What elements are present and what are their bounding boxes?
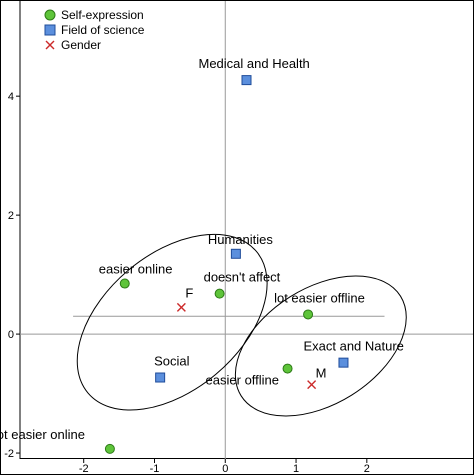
- point-self-expression: [303, 309, 314, 320]
- point-self-expression: [214, 288, 225, 299]
- legend-marker-x: [45, 40, 55, 50]
- point-label: M: [316, 366, 327, 381]
- point-label: Exact and Nature: [303, 339, 403, 354]
- point-field-of-science: [241, 75, 252, 86]
- point-field-of-science: [338, 357, 349, 368]
- axes-layer: -2 -1 0 1 2 -2 0 2 4: [4, 1, 473, 475]
- point-label: F: [185, 285, 193, 300]
- legend-marker-square: [44, 24, 56, 36]
- point-gender: [176, 302, 186, 312]
- x-tick-label: -2: [79, 463, 89, 475]
- legend-label: Gender: [61, 38, 101, 52]
- legend-label: Field of science: [61, 23, 145, 37]
- point-label: Social: [154, 354, 190, 369]
- x-tick-label: 0: [222, 463, 228, 475]
- y-tick-label: 4: [8, 91, 14, 103]
- point-label: doesn't affect: [204, 270, 281, 285]
- x-tick-label: 2: [364, 463, 370, 475]
- point-self-expression: [119, 278, 130, 289]
- marks-layer: easier online doesn't affect lot easier of…: [0, 56, 404, 454]
- x-tick-label: -1: [150, 463, 160, 475]
- point-gender-stroke: [176, 302, 186, 312]
- point-gender-stroke: [307, 380, 317, 390]
- legend-label: Self-expression: [61, 8, 144, 22]
- point-label: easier online: [99, 262, 173, 277]
- point-label: easier offline: [206, 373, 279, 388]
- x-tick-label: 1: [293, 463, 299, 475]
- point-self-expression: [282, 363, 293, 374]
- point-label: Medical and Health: [199, 56, 310, 71]
- ellipse-left: [76, 233, 268, 411]
- point-label: Humanities: [208, 232, 274, 247]
- point-field-of-science: [155, 372, 166, 383]
- point-label: lot easier online: [0, 427, 85, 442]
- point-field-of-science: [230, 248, 241, 259]
- point-self-expression: [104, 443, 115, 454]
- y-tick-label: -2: [4, 448, 14, 460]
- y-tick-label: 0: [8, 329, 14, 341]
- ellipse-right: [234, 275, 407, 417]
- y-tick-label: 2: [8, 210, 14, 222]
- legend-marker-circle: [44, 9, 56, 21]
- point-gender: [307, 380, 317, 390]
- point-label: lot easier offline: [274, 290, 365, 305]
- ellipse-layer: [76, 233, 407, 417]
